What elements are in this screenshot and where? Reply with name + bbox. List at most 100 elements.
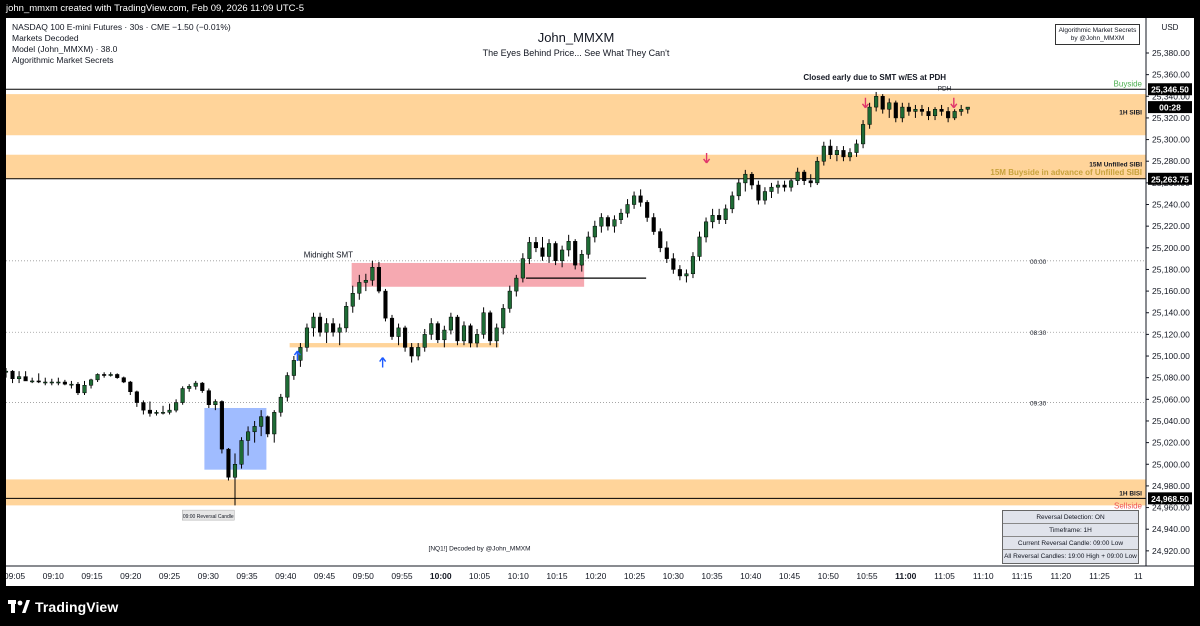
candle-body-15 (102, 374, 107, 376)
candle-body-83 (546, 243, 552, 257)
candle-body-78 (514, 277, 519, 292)
annotation-10: [NQ1!] Decoded by @John_MMXM (429, 546, 531, 553)
candle-body-113 (743, 173, 748, 184)
candle-body-2 (17, 376, 22, 380)
candle-body-36 (239, 440, 244, 465)
time-tick-label-29: 11 (1134, 571, 1143, 581)
candle-body-39 (259, 416, 264, 427)
tradingview-logo-icon (8, 600, 30, 613)
candle-body-136 (893, 102, 898, 119)
candle-body-71 (468, 325, 473, 344)
price-tag-label-1: 00:28 (1159, 103, 1181, 113)
candle-body-0 (6, 370, 9, 373)
reversal-info-table: Reversal Detection: ON Timeframe: 1H Cur… (1002, 510, 1139, 564)
info-row-timeframe: Timeframe: 1H (1003, 524, 1138, 537)
time-tick-label-14: 10:15 (546, 571, 568, 581)
candle-body-94 (618, 212, 624, 220)
chart-watermark-subtitle: The Eyes Behind Price... See What They C… (482, 48, 670, 58)
candle-body-81 (533, 242, 538, 249)
zone-1 (6, 154, 1146, 179)
candle-body-140 (919, 109, 925, 112)
candle-body-92 (605, 217, 610, 227)
annotation-2: 1H SIBI (1119, 109, 1142, 116)
candle-body-51 (337, 327, 342, 333)
candle-body-107 (704, 221, 709, 238)
price-tick-label-17: 25,040.00 (1152, 416, 1190, 426)
candle-body-54 (357, 282, 362, 294)
time-line-label-0: 00:00 (1030, 259, 1047, 266)
arrow-down-2 (703, 152, 711, 164)
candle-body-20 (134, 391, 139, 403)
candle-body-26 (174, 402, 179, 411)
candle-body-139 (913, 109, 918, 112)
price-axis-unit: USD (1162, 23, 1179, 32)
candle-body-86 (566, 241, 571, 251)
candle-body-34 (226, 448, 231, 478)
candle-body-109 (717, 215, 722, 220)
price-tick-label-13: 25,120.00 (1152, 329, 1190, 339)
price-tick-label-20: 24,980.00 (1152, 481, 1190, 491)
time-tick-label-3: 09:20 (120, 571, 142, 581)
candle-body-111 (730, 195, 735, 210)
candle-body-129 (847, 152, 853, 158)
candle-body-145 (952, 111, 957, 119)
tradingview-logo[interactable]: TradingView (8, 598, 118, 616)
candle-body-101 (664, 247, 669, 259)
price-tick-label-1: 25,360.00 (1152, 70, 1190, 80)
zone-0 (6, 94, 1146, 136)
candle-body-28 (187, 386, 192, 389)
candle-body-142 (932, 109, 938, 117)
candle-body-11 (75, 383, 81, 394)
candle-body-13 (89, 379, 94, 386)
price-tick-label-22: 24,940.00 (1152, 524, 1190, 534)
candle-body-87 (573, 241, 578, 266)
candle-body-74 (488, 312, 493, 342)
time-tick-label-12: 10:05 (469, 571, 491, 581)
candle-body-91 (599, 217, 604, 227)
candle-body-9 (62, 381, 67, 385)
price-chart[interactable]: 00:00 08:30 09:30 Closed early due to SMT w… (6, 18, 1194, 586)
annotation-1: Midnight SMT (304, 250, 353, 259)
time-line-label-1: 08:30 (1030, 330, 1047, 337)
candle-body-17 (115, 374, 120, 378)
candle-body-105 (690, 256, 696, 275)
candle-body-65 (429, 323, 434, 335)
candle-body-116 (762, 191, 767, 201)
candle-body-112 (736, 182, 741, 197)
time-tick-label-17: 10:30 (663, 571, 685, 581)
time-tick-label-24: 11:05 (934, 571, 955, 581)
price-tick-label-10: 25,180.00 (1152, 264, 1190, 274)
price-tag-box-2 (1148, 172, 1192, 185)
price-tick-label-23: 24,920.00 (1152, 546, 1190, 556)
candle-body-98 (645, 202, 650, 218)
candle-body-3 (23, 376, 28, 382)
candle-body-70 (461, 325, 467, 342)
zone-3 (351, 262, 585, 287)
candle-body-135 (887, 102, 892, 110)
candle-body-120 (789, 180, 794, 188)
candle-body-5 (36, 380, 41, 383)
candle-body-75 (494, 327, 499, 342)
price-tick-label-19: 25,000.00 (1152, 459, 1190, 469)
candle-body-19 (128, 381, 133, 392)
candle-body-62 (409, 347, 414, 357)
candle-body-29 (193, 382, 198, 387)
chart-panel[interactable]: 00:00 08:30 09:30 Closed early due to SMT w… (6, 18, 1194, 586)
candle-body-46 (304, 327, 310, 348)
time-tick-label-20: 10:45 (779, 571, 801, 581)
candle-body-137 (900, 106, 905, 119)
candle-body-115 (756, 184, 761, 201)
footer-bar (0, 586, 1200, 626)
candle-body-122 (802, 171, 807, 181)
candle-body-73 (481, 312, 486, 335)
candle-body-21 (141, 402, 146, 411)
annotation-8: Sellside (1114, 501, 1143, 510)
brand-box-line1: Algorithmic Market Secrets (1058, 27, 1137, 34)
legend-symbol-line: NASDAQ 100 E-mini Futures · 30s · CME −1… (12, 22, 231, 32)
candle-body-97 (638, 195, 643, 203)
candle-body-108 (710, 215, 715, 223)
caption-bar: john_mmxm created with TradingView.com, … (0, 0, 1200, 18)
time-tick-label-23: 11:00 (895, 571, 917, 581)
candle-body-8 (56, 381, 61, 384)
arrow-up-1 (379, 357, 387, 368)
